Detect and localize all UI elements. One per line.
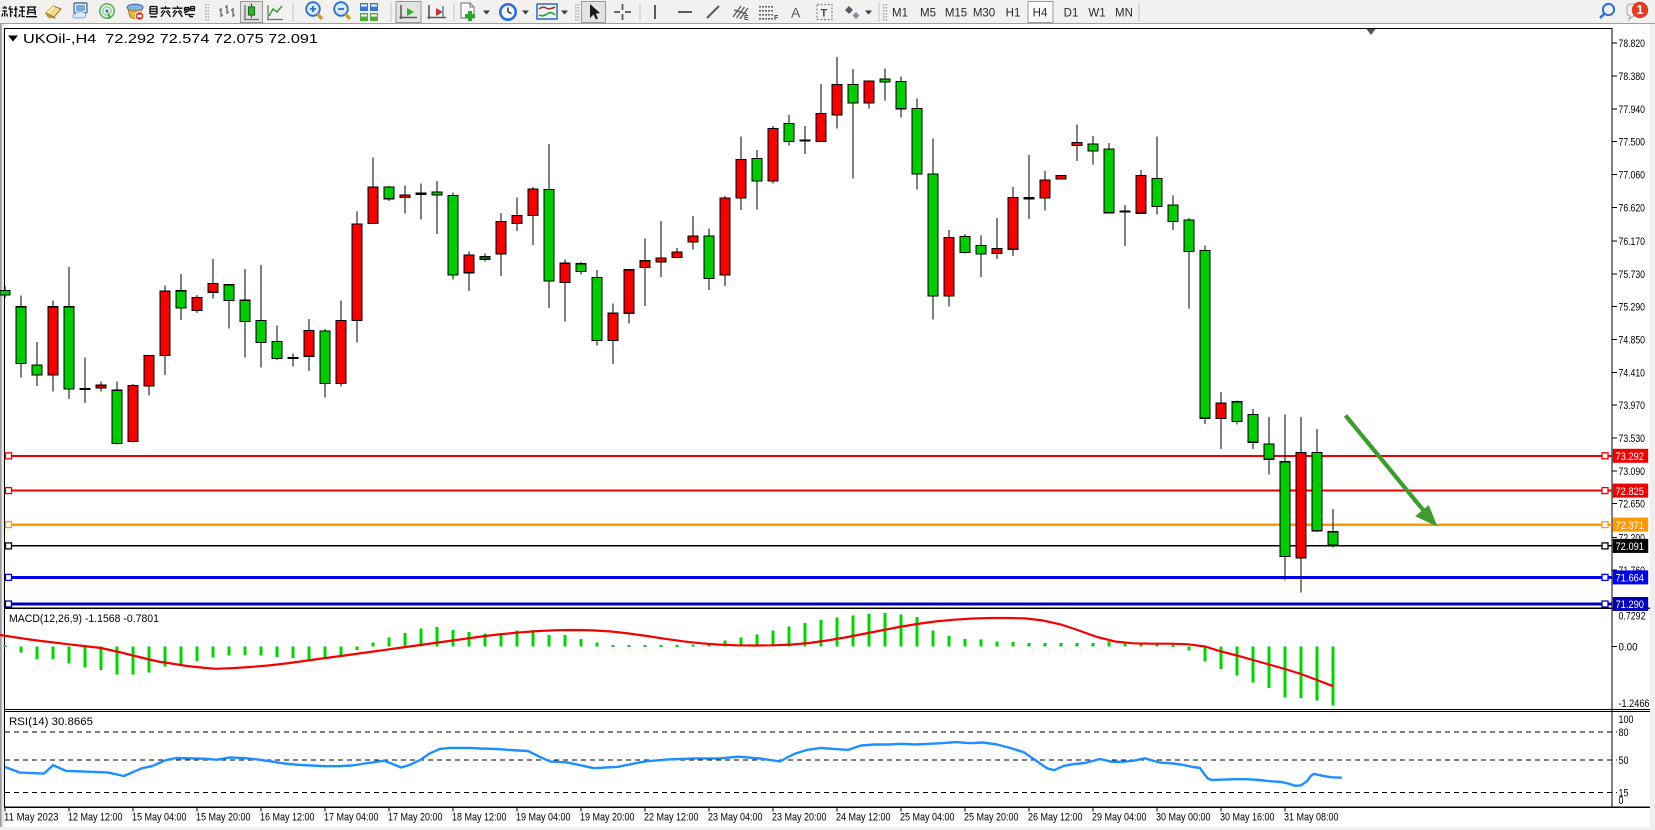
svg-text:A: A <box>791 5 801 21</box>
svg-text:72.825: 72.825 <box>1616 486 1645 498</box>
svg-text:23 May 04:00: 23 May 04:00 <box>708 812 763 824</box>
svg-text:17 May 04:00: 17 May 04:00 <box>324 812 379 824</box>
svg-text:0: 0 <box>1619 795 1624 807</box>
svg-text:73.530: 73.530 <box>1619 433 1646 445</box>
svg-text:22 May 12:00: 22 May 12:00 <box>644 812 699 824</box>
svg-text:M15: M15 <box>945 8 967 20</box>
svg-text:72.650: 72.650 <box>1619 499 1646 511</box>
svg-text:30 May 00:00: 30 May 00:00 <box>1156 812 1211 824</box>
svg-text:23 May 20:00: 23 May 20:00 <box>772 812 827 824</box>
svg-text:75.730: 75.730 <box>1619 269 1646 281</box>
svg-text:30 May 16:00: 30 May 16:00 <box>1220 812 1275 824</box>
svg-text:E: E <box>744 15 749 22</box>
svg-text:73.090: 73.090 <box>1619 466 1646 478</box>
svg-text:17 May 20:00: 17 May 20:00 <box>388 812 443 824</box>
svg-text:18 May 12:00: 18 May 12:00 <box>452 812 507 824</box>
svg-text:72.091: 72.091 <box>1616 541 1645 553</box>
svg-text:78.820: 78.820 <box>1619 38 1646 50</box>
svg-text:76.620: 76.620 <box>1619 202 1646 214</box>
svg-text:80: 80 <box>1619 727 1629 739</box>
svg-text:71.290: 71.290 <box>1616 599 1645 611</box>
svg-text:15: 15 <box>1619 788 1629 800</box>
svg-text:31 May 08:00: 31 May 08:00 <box>1284 812 1339 824</box>
svg-text:19 May 04:00: 19 May 04:00 <box>516 812 571 824</box>
svg-text:UKOil-,H4 72.292 72.574 72.07: UKOil-,H4 72.292 72.574 72.075 72.091 <box>23 32 318 46</box>
svg-text:74.410: 74.410 <box>1619 367 1646 379</box>
svg-text:0.7292: 0.7292 <box>1619 610 1646 622</box>
svg-text:76.170: 76.170 <box>1619 236 1646 248</box>
svg-text:19 May 20:00: 19 May 20:00 <box>580 812 635 824</box>
svg-text:25 May 20:00: 25 May 20:00 <box>964 812 1019 824</box>
svg-text:100: 100 <box>1619 714 1634 726</box>
svg-text:MACD(12,26,9) -1.1568 -0.7801: MACD(12,26,9) -1.1568 -0.7801 <box>9 613 159 625</box>
svg-text:77.940: 77.940 <box>1619 104 1646 116</box>
svg-text:77.060: 77.060 <box>1619 170 1646 182</box>
svg-text:72.371: 72.371 <box>1616 520 1645 532</box>
svg-text:RSI(14) 30.8665: RSI(14) 30.8665 <box>9 716 93 728</box>
svg-text:D1: D1 <box>1064 8 1079 20</box>
svg-text:73.970: 73.970 <box>1619 400 1646 412</box>
svg-text:-1.2466: -1.2466 <box>1619 698 1650 710</box>
svg-text:24 May 12:00: 24 May 12:00 <box>836 812 891 824</box>
svg-text:H1: H1 <box>1006 8 1021 20</box>
svg-text:11 May 2023: 11 May 2023 <box>4 812 59 824</box>
svg-text:M30: M30 <box>973 8 995 20</box>
svg-text:77.500: 77.500 <box>1619 137 1646 149</box>
svg-text:26 May 12:00: 26 May 12:00 <box>1028 812 1083 824</box>
svg-text:15 May 20:00: 15 May 20:00 <box>196 812 251 824</box>
svg-text:W1: W1 <box>1088 8 1105 20</box>
svg-text:12 May 12:00: 12 May 12:00 <box>68 812 123 824</box>
svg-text:H4: H4 <box>1033 8 1048 20</box>
svg-text:71.664: 71.664 <box>1616 573 1645 585</box>
svg-text:0.00: 0.00 <box>1619 642 1638 654</box>
svg-text:50: 50 <box>1619 755 1629 767</box>
svg-text:73.292: 73.292 <box>1616 451 1645 463</box>
svg-text:74.850: 74.850 <box>1619 335 1646 347</box>
svg-text:15 May 04:00: 15 May 04:00 <box>132 812 187 824</box>
svg-text:M5: M5 <box>920 8 936 20</box>
svg-text:25 May 04:00: 25 May 04:00 <box>900 812 955 824</box>
svg-text:M1: M1 <box>892 8 908 20</box>
svg-text:MN: MN <box>1115 8 1133 20</box>
svg-text:T: T <box>821 8 828 20</box>
svg-text:75.290: 75.290 <box>1619 302 1646 314</box>
svg-text:F: F <box>774 15 779 22</box>
svg-text:78.380: 78.380 <box>1619 71 1646 83</box>
svg-text:16 May 12:00: 16 May 12:00 <box>260 812 315 824</box>
svg-text:1: 1 <box>1637 3 1644 17</box>
svg-text:29 May 04:00: 29 May 04:00 <box>1092 812 1147 824</box>
